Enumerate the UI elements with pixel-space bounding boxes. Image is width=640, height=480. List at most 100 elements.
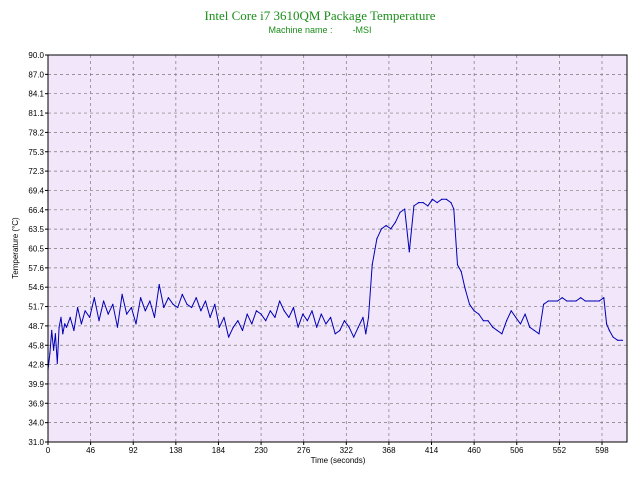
data-point [153,316,156,318]
data-point [204,300,207,302]
data-point [65,326,68,328]
data-point [376,238,378,240]
data-point [456,264,459,266]
data-point [64,323,66,325]
data-point [191,306,193,309]
data-point [603,297,605,299]
y-tick-label: 48.7 [28,322,44,331]
data-point [334,333,336,335]
y-tick-label: 87.0 [28,70,44,79]
x-tick-label: 276 [297,446,311,455]
data-point [274,316,276,318]
data-point [126,313,128,315]
data-point [186,303,188,305]
data-point [501,333,503,335]
x-tick-label: 230 [254,446,268,455]
y-tick-label: 54.6 [28,283,44,292]
data-point [612,336,614,338]
y-tick-label: 31.0 [28,438,44,447]
data-point [251,323,253,325]
data-point [98,320,100,322]
data-point [218,326,220,328]
data-point [163,306,165,309]
x-tick-label: 46 [86,446,95,455]
data-point [390,228,392,230]
y-tick-label: 51.7 [28,303,44,312]
x-tick-label: 460 [467,446,481,455]
data-point [121,293,123,295]
data-point [77,306,79,309]
data-point [73,329,75,332]
y-tick-label: 34.0 [28,419,44,428]
data-point [468,303,471,305]
data-point [60,316,62,318]
data-point [561,297,563,299]
data-point [265,320,267,322]
chart-subtitle: Machine name : -MSI [268,25,371,35]
x-tick-label: 368 [382,446,396,455]
data-point [209,316,211,318]
data-point [506,320,508,322]
y-tick-label: 45.8 [28,341,44,350]
data-point [371,264,373,266]
data-point [580,297,582,299]
data-point [116,326,119,328]
data-point [427,205,429,207]
y-tick-label: 57.6 [28,264,44,273]
data-point [524,313,526,315]
data-point [538,333,540,335]
data-point [260,313,262,315]
y-tick-label: 75.3 [28,148,44,157]
data-point [464,287,466,289]
y-tick-label: 42.8 [28,361,44,370]
data-point [223,316,225,318]
y-tick-label: 60.5 [28,245,44,254]
data-point [279,300,281,302]
x-tick-label: 138 [169,446,183,455]
plot-frame [47,54,628,443]
data-point [589,300,591,302]
data-point [311,310,313,312]
data-point [404,208,406,210]
data-point [112,303,114,305]
data-point [413,205,415,207]
x-tick-label: 322 [340,446,354,455]
data-point [200,310,202,312]
data-point [487,320,489,322]
x-tick-label: 552 [553,446,567,455]
data-point [453,208,455,210]
data-point [53,349,55,351]
data-point [149,300,151,302]
data-point [93,297,95,299]
data-point [306,320,308,322]
data-point [241,329,244,332]
data-point [348,326,350,328]
data-point [107,313,109,315]
data-point [158,284,160,286]
data-point [529,326,531,328]
data-point [283,310,285,312]
data-point [353,336,355,338]
data-point [237,320,239,322]
data-point [292,306,295,309]
data-point [608,329,611,332]
data-point [130,306,132,309]
data-point [515,316,517,318]
data-point [367,316,370,318]
data-point [460,270,462,273]
data-point [255,310,257,312]
data-point [422,202,424,204]
data-point [584,300,586,302]
data-point [556,300,559,302]
y-tick-label: 84.1 [28,90,44,99]
data-point [140,297,142,299]
data-point [496,329,498,332]
y-tick-label: 66.4 [28,206,44,215]
data-point [228,336,230,338]
y-tick-label: 81.1 [28,109,44,118]
data-point [357,326,359,328]
data-point [54,333,57,335]
data-point [418,202,420,204]
data-point [103,300,105,302]
data-point [144,310,146,312]
